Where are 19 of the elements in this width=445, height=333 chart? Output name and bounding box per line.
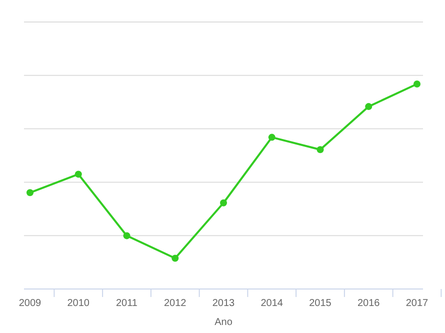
x-tick-label: 2013 [212,298,236,309]
x-tick-label: 2014 [260,298,284,309]
x-tick-label: 2015 [309,298,332,309]
point [268,134,276,141]
x-tick-label: 2017 [406,298,429,309]
point [26,189,34,196]
x-tick-label: 2012 [164,298,187,309]
x-axis-title: Ano [214,317,233,328]
x-tick-label: 2010 [67,298,90,309]
point [172,254,179,262]
x-tick-label: 2011 [116,298,138,309]
x-tick-label: 2009 [18,298,42,309]
point [365,103,372,110]
point [123,232,130,240]
point [316,146,324,154]
x-tick-label: 2016 [358,298,380,309]
point [74,170,82,178]
point [220,199,227,206]
point [414,80,420,88]
